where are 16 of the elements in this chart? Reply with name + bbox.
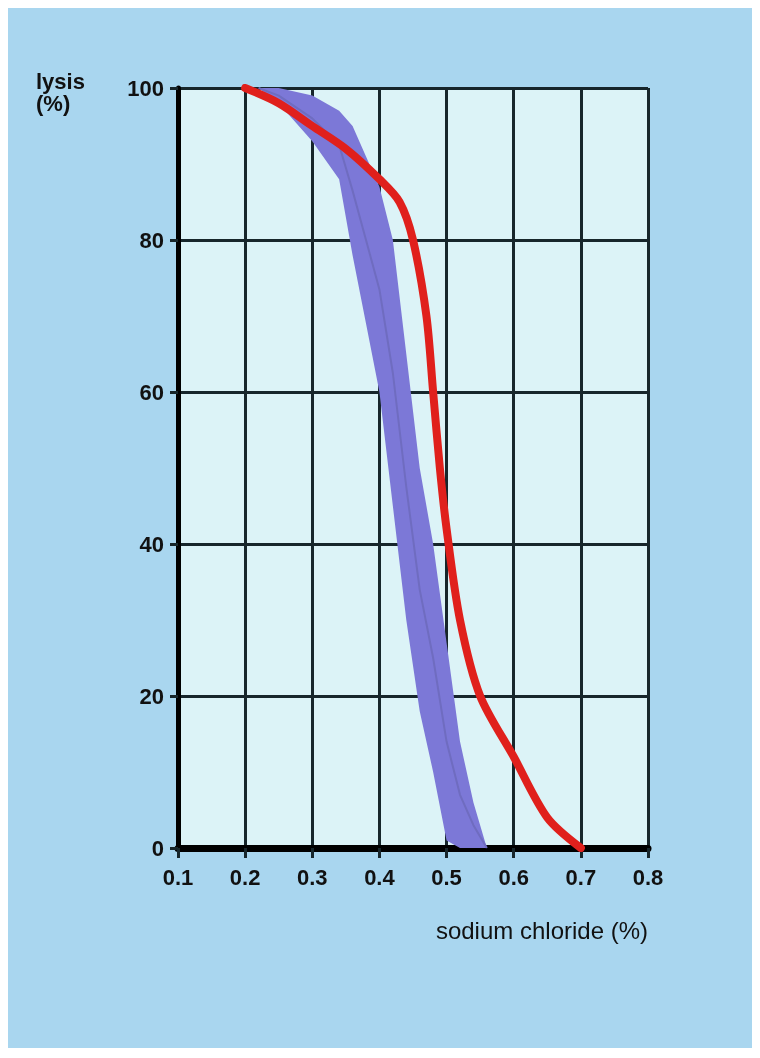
- x-tick-label: 0.4: [364, 864, 396, 890]
- y-tick-label: 0: [151, 835, 164, 861]
- x-axis-title: sodium chloride (%): [435, 916, 648, 944]
- x-tick-label: 0.3: [296, 864, 328, 890]
- x-tick-label: 0.7: [565, 864, 597, 890]
- x-tick-label: 0.8: [632, 864, 664, 890]
- x-tick-label: 0.2: [229, 864, 261, 890]
- x-tick-label: 0.5: [431, 864, 462, 890]
- y-tick-label: 100: [127, 75, 164, 101]
- y-axis-title: lysis (%): [36, 68, 92, 116]
- y-tick-label: 60: [139, 379, 164, 405]
- x-tick-label: 0.6: [498, 864, 530, 890]
- y-tick-label: 40: [139, 531, 164, 557]
- y-tick-label: 80: [139, 227, 164, 253]
- y-tick-label: 20: [139, 683, 164, 709]
- x-tick-label: 0.1: [162, 864, 194, 890]
